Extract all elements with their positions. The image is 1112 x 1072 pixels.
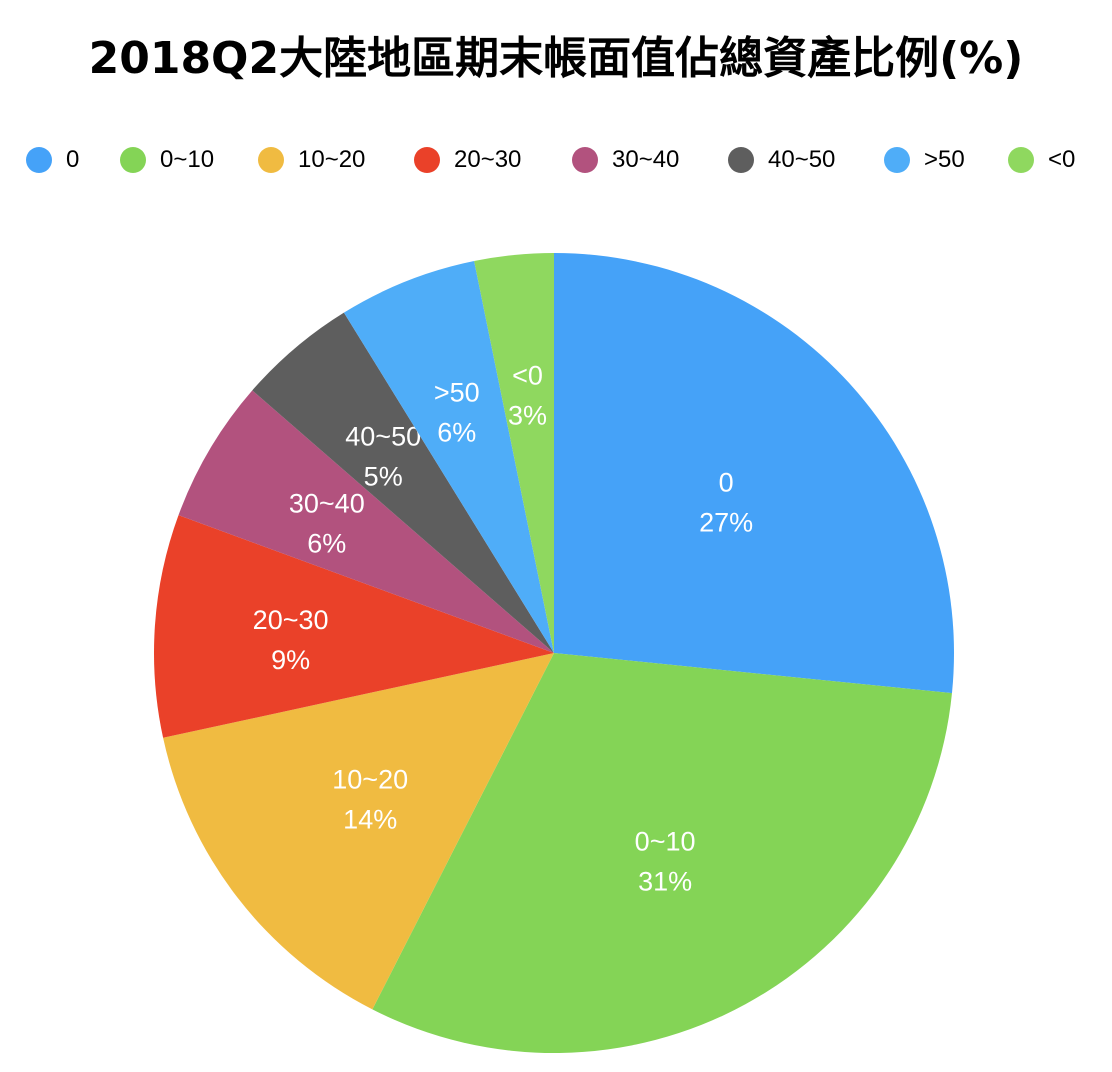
legend-label: 20~30: [454, 146, 522, 173]
slice-percent-label: 14%: [343, 805, 397, 835]
legend-label: 0~10: [160, 146, 215, 173]
legend-item: 10~20: [258, 140, 365, 180]
slice-percent-label: 9%: [271, 645, 310, 675]
legend-label: 0: [66, 146, 80, 173]
chart-legend: 0 0~10 10~20 20~30 30~40 40~50 >50 <0: [0, 140, 1112, 180]
pie-slice: [372, 653, 952, 1053]
pie-slice: [343, 261, 554, 653]
legend-item: 0~10: [120, 140, 214, 180]
legend-item: <0: [1008, 140, 1075, 180]
legend-swatch: [728, 147, 754, 173]
pie-slice: [178, 390, 554, 653]
pie-slice: [153, 515, 554, 738]
legend-label: >50: [924, 146, 965, 173]
legend-item: 0: [26, 140, 79, 180]
legend-swatch: [1008, 147, 1034, 173]
slice-category-label: 0: [719, 467, 734, 497]
slice-percent-label: 3%: [508, 400, 547, 430]
legend-label: 40~50: [768, 146, 836, 173]
slice-percent-label: 6%: [437, 418, 476, 448]
slice-category-label: 10~20: [332, 765, 408, 795]
slice-category-label: 0~10: [635, 827, 696, 857]
pie-slice: [554, 253, 954, 694]
slice-percent-label: 31%: [638, 867, 692, 897]
slice-category-label: 30~40: [289, 489, 365, 519]
legend-item: 40~50: [728, 140, 835, 180]
legend-label: <0: [1048, 146, 1076, 173]
slice-percent-label: 27%: [699, 507, 753, 537]
pie-slice: [252, 312, 555, 653]
legend-label: 30~40: [612, 146, 680, 173]
legend-swatch: [884, 147, 910, 173]
pie-slice: [474, 253, 554, 653]
slice-category-label: <0: [512, 360, 543, 390]
legend-swatch: [572, 147, 598, 173]
slice-percent-label: 5%: [364, 462, 403, 492]
pie-slice: [163, 653, 554, 1010]
chart-title: 2018Q2大陸地區期末帳面值佔總資產比例(%): [88, 33, 1024, 84]
slice-category-label: >50: [434, 378, 480, 408]
slice-percent-label: 6%: [307, 529, 346, 559]
legend-item: 30~40: [572, 140, 679, 180]
legend-swatch: [258, 147, 284, 173]
slice-category-label: 40~50: [345, 422, 421, 452]
legend-swatch: [414, 147, 440, 173]
legend-item: 20~30: [414, 140, 521, 180]
legend-swatch: [120, 147, 146, 173]
legend-swatch: [26, 147, 52, 173]
legend-label: 10~20: [298, 146, 366, 173]
legend-item: >50: [884, 140, 965, 180]
slice-category-label: 20~30: [253, 605, 329, 635]
